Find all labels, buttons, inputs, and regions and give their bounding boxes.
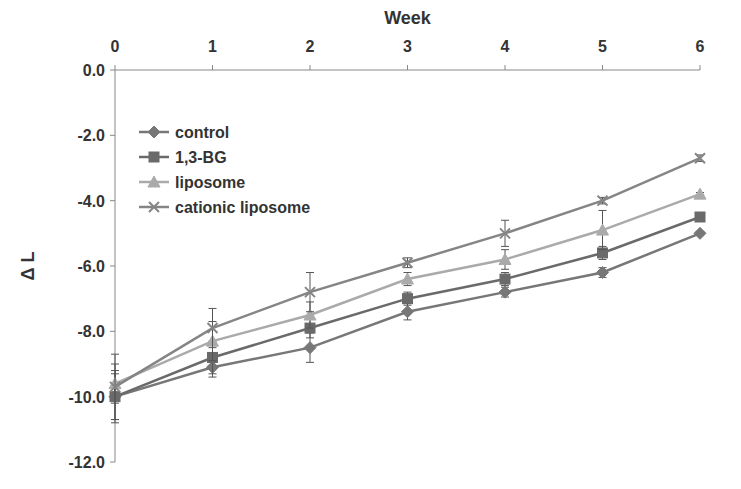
- plot-area: [109, 153, 706, 423]
- y-tick-label: -6.0: [77, 258, 105, 275]
- legend-label: liposome: [175, 174, 245, 191]
- x-tick: [505, 65, 506, 70]
- data-point: [500, 274, 510, 284]
- data-point: [305, 287, 315, 297]
- y-tick: [110, 200, 115, 201]
- y-tick-label: -10.0: [69, 389, 106, 406]
- y-tick-label: -8.0: [77, 323, 105, 340]
- y-tick-label: -2.0: [77, 127, 105, 144]
- y-tick: [110, 266, 115, 267]
- x-tick: [700, 65, 701, 70]
- y-tick-label: -12.0: [69, 454, 106, 471]
- series-line: [115, 217, 700, 397]
- x-tick: [602, 65, 603, 70]
- x-tick: [407, 65, 408, 70]
- x-tick-label: 2: [306, 38, 315, 55]
- x-tick-label: 4: [501, 38, 510, 55]
- series-line: [115, 233, 700, 396]
- y-tick: [110, 135, 115, 136]
- data-point: [304, 342, 316, 354]
- data-point: [598, 196, 608, 206]
- data-point: [110, 382, 120, 392]
- x-axis-title: Week: [384, 8, 432, 28]
- y-tick: [110, 462, 115, 463]
- data-point: [597, 224, 609, 235]
- legend-label: cationic liposome: [175, 199, 310, 216]
- x-tick: [212, 65, 213, 70]
- legend-label: control: [175, 124, 229, 141]
- error-bar: [501, 220, 509, 246]
- data-point: [694, 227, 706, 239]
- chart: 0 1 2 3 4 5 6 0.0 -2.0 -4.0 -6.0 -8.0 -10.0 -12.0 Week…: [0, 0, 741, 489]
- data-point: [403, 258, 413, 268]
- y-tick-label: -4.0: [77, 193, 105, 210]
- data-point: [694, 188, 706, 199]
- legend-marker: [148, 176, 160, 187]
- x-tick-label: 6: [696, 38, 705, 55]
- error-bar: [209, 308, 217, 347]
- y-tick: [110, 331, 115, 332]
- data-point: [500, 228, 510, 238]
- data-point: [597, 267, 609, 279]
- data-point: [695, 212, 705, 222]
- x-tick: [310, 65, 311, 70]
- series-line: [115, 194, 700, 383]
- data-point: [499, 253, 511, 264]
- y-tick-label: 0.0: [83, 62, 105, 79]
- error-bar: [404, 258, 412, 268]
- data-point: [695, 153, 705, 163]
- x-tick-label: 0: [111, 38, 120, 55]
- data-point: [208, 323, 218, 333]
- error-bar: [404, 292, 412, 305]
- error-bar: [111, 354, 119, 419]
- y-axis-title: Δ L: [18, 252, 38, 281]
- legend: control 1,3-BG liposome cationic liposome: [139, 124, 310, 216]
- data-point: [403, 294, 413, 304]
- x-tick-label: 3: [403, 38, 412, 55]
- error-bar: [306, 273, 314, 312]
- legend-marker: [149, 202, 159, 212]
- x-tick-label: 1: [208, 38, 217, 55]
- x-tick: [115, 65, 116, 70]
- x-tick-label: 5: [598, 38, 607, 55]
- legend-marker: [149, 152, 159, 162]
- legend-marker: [148, 126, 160, 138]
- data-point: [402, 273, 414, 284]
- series-line: [115, 158, 700, 387]
- data-point: [402, 306, 414, 318]
- legend-label: 1,3-BG: [175, 149, 227, 166]
- data-point: [499, 286, 511, 298]
- error-bar: [501, 273, 509, 286]
- y-tick: [110, 70, 115, 71]
